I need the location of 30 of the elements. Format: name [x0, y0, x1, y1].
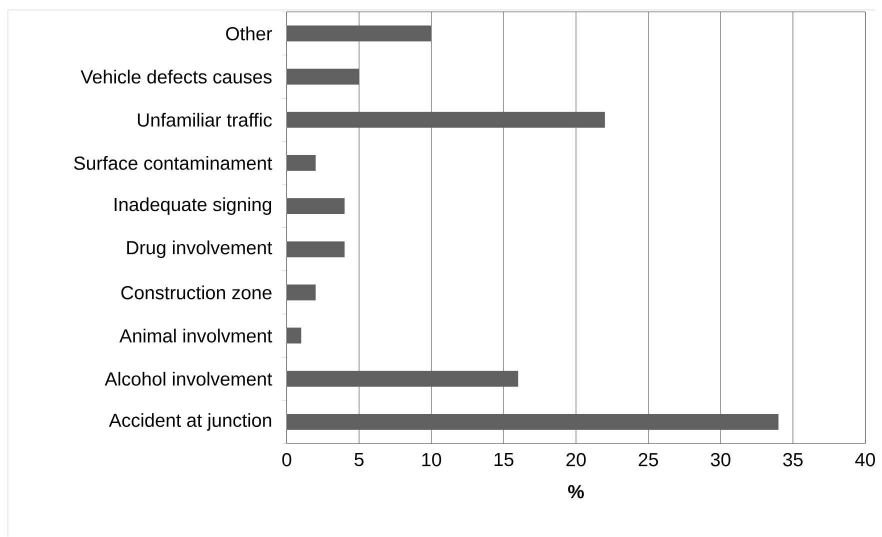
x-tick-label: 35 — [783, 452, 803, 466]
y-tick-label: Alcohol involvement — [104, 372, 272, 386]
bar — [286, 370, 518, 387]
y-tick-label: Other — [226, 26, 272, 40]
bar — [286, 328, 302, 344]
x-tick-label: 15 — [494, 452, 514, 466]
y-tick-label: Animal involvment — [119, 328, 272, 343]
x-tick-label: 5 — [354, 452, 364, 466]
y-tick-label: Drug involvement — [127, 240, 272, 258]
bar — [286, 112, 605, 128]
bar — [286, 68, 360, 85]
y-tick-label: Construction zone — [121, 286, 272, 300]
x-tick-label: 25 — [638, 452, 658, 466]
y-tick-label: Accident at junction — [108, 413, 272, 431]
y-tick-label: Inadequate signing — [114, 197, 272, 215]
x-tick-label: 0 — [282, 452, 292, 466]
x-tick-label: 30 — [710, 452, 730, 466]
y-tick-label: Vehicle defects causes — [80, 70, 272, 84]
bar — [286, 155, 316, 171]
x-axis-title: % — [568, 485, 584, 498]
bar — [286, 284, 316, 300]
bar — [286, 241, 345, 258]
y-tick-label: Unfamiliar traffic — [138, 112, 272, 127]
bar — [286, 414, 778, 430]
x-tick-label: 10 — [422, 452, 442, 466]
x-tick-label: 20 — [566, 452, 586, 466]
y-tick-label: Surface contaminament — [74, 156, 272, 170]
bar — [286, 198, 345, 214]
x-tick-label: 40 — [855, 452, 875, 466]
bar — [286, 26, 432, 42]
